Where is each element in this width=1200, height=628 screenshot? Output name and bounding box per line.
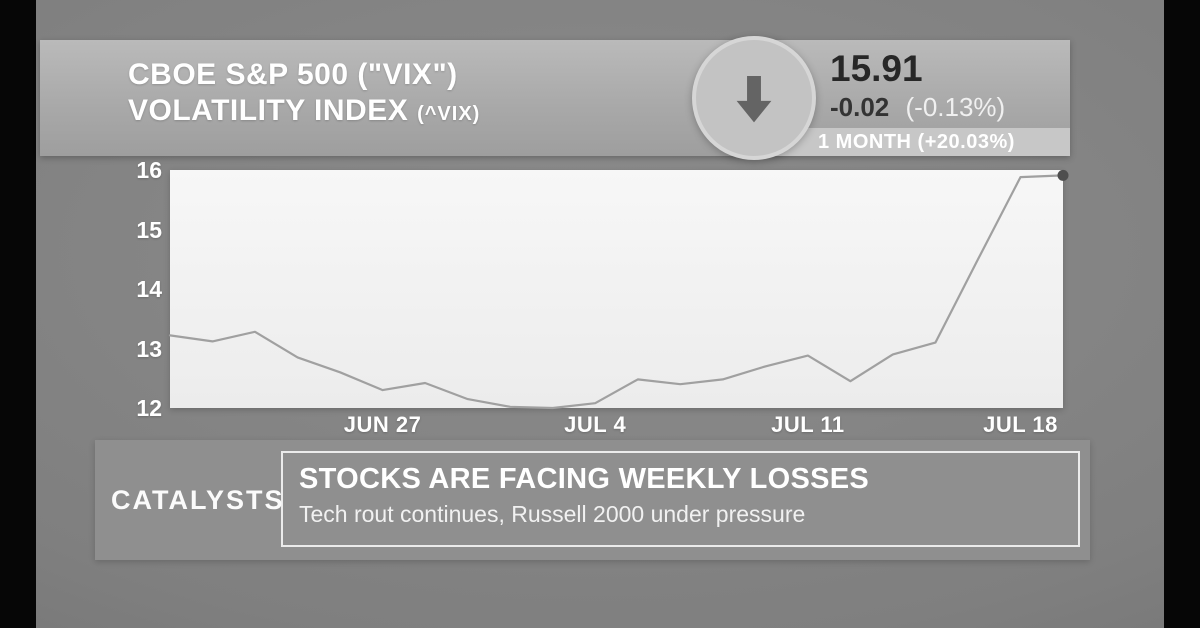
end-dot <box>1057 169 1069 181</box>
instrument-title-line1: CBOE S&P 500 ("VIX") <box>128 58 458 91</box>
ticker-symbol: (^VIX) <box>417 103 481 125</box>
period-summary-strip: 1 MONTH (+20.03%) <box>770 128 1070 156</box>
letterbox-right <box>1164 0 1200 628</box>
x-tick-label: JUL 11 <box>771 412 845 437</box>
y-tick-label: 13 <box>136 335 162 362</box>
letterbox-left <box>0 0 36 628</box>
headline-box: STOCKS ARE FACING WEEKLY LOSSES Tech rou… <box>281 451 1080 547</box>
vix-line-chart <box>168 169 1069 410</box>
price-change-percent: (-0.13%) <box>905 92 1006 122</box>
y-tick-label: 16 <box>136 157 162 183</box>
price-line <box>168 174 1065 410</box>
lower-third-banner: CATALYSTS STOCKS ARE FACING WEEKLY LOSSE… <box>95 440 1090 560</box>
y-axis: 16 15 14 13 12 <box>100 158 162 420</box>
x-axis: JUN 27 JUL 4 JUL 11 JUL 18 <box>170 412 1063 440</box>
x-tick-label: JUL 4 <box>564 412 627 437</box>
direction-badge <box>692 36 816 160</box>
down-arrow-icon <box>736 75 772 123</box>
period-summary-label: 1 MONTH (+20.03%) <box>818 130 1015 153</box>
chart-panel <box>168 169 1069 410</box>
price-change: -0.02 <box>830 92 890 122</box>
instrument-title: CBOE S&P 500 ("VIX") VOLATILITY INDEX (^… <box>128 57 480 132</box>
quote-header-bar: CBOE S&P 500 ("VIX") VOLATILITY INDEX (^… <box>40 36 1070 160</box>
price-change-row: -0.02 (-0.13%) <box>830 92 1005 123</box>
headline: STOCKS ARE FACING WEEKLY LOSSES <box>299 463 870 495</box>
y-tick-label: 12 <box>136 395 162 421</box>
instrument-title-line2: VOLATILITY INDEX (^VIX) <box>128 94 481 127</box>
y-tick-label: 14 <box>136 276 162 302</box>
show-title: CATALYSTS <box>111 484 285 515</box>
last-price: 15.91 <box>830 48 923 89</box>
x-tick-label: JUN 27 <box>343 412 422 437</box>
x-tick-label: JUL 18 <box>983 412 1058 437</box>
subheadline: Tech rout continues, Russell 2000 under … <box>299 501 806 527</box>
y-tick-label: 15 <box>136 216 162 243</box>
